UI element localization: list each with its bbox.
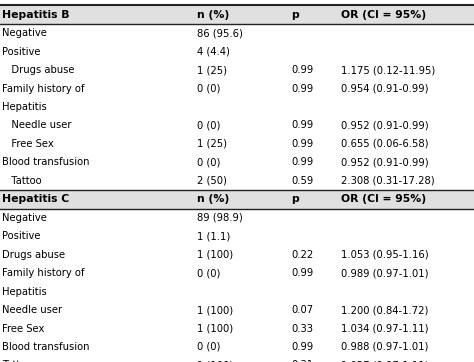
Text: 0 (0): 0 (0): [197, 121, 220, 130]
Text: 0.989 (0.97-1.01): 0.989 (0.97-1.01): [341, 268, 429, 278]
Text: 1 (100): 1 (100): [197, 324, 233, 333]
Text: Drugs abuse: Drugs abuse: [2, 65, 75, 75]
Text: 2.308 (0.31-17.28): 2.308 (0.31-17.28): [341, 176, 435, 186]
Text: 0.99: 0.99: [292, 268, 314, 278]
Text: Blood transfusion: Blood transfusion: [2, 157, 90, 167]
Text: 0 (0): 0 (0): [197, 157, 220, 167]
Bar: [0, 5, 474, 24]
Text: 1 (1.1): 1 (1.1): [197, 231, 230, 241]
Text: 0.99: 0.99: [292, 157, 314, 167]
Text: Free Sex: Free Sex: [2, 324, 45, 333]
Text: 0.22: 0.22: [292, 250, 314, 260]
Text: 0.99: 0.99: [292, 84, 314, 93]
Text: n (%): n (%): [197, 10, 229, 20]
Text: 0.99: 0.99: [292, 139, 314, 149]
Text: Positive: Positive: [2, 231, 41, 241]
Text: 1.200 (0.84-1.72): 1.200 (0.84-1.72): [341, 305, 428, 315]
Text: p: p: [292, 10, 299, 20]
Text: 0.952 (0.91-0.99): 0.952 (0.91-0.99): [341, 157, 429, 167]
Text: Positive: Positive: [2, 47, 41, 56]
Text: 0.33: 0.33: [292, 324, 313, 333]
Text: OR (Cl = 95%): OR (Cl = 95%): [341, 10, 427, 20]
Bar: [0, 190, 474, 209]
Text: Family history of: Family history of: [2, 268, 85, 278]
Text: 0.99: 0.99: [292, 121, 314, 130]
Text: Hepatitis B: Hepatitis B: [2, 10, 70, 20]
Text: 0.31: 0.31: [292, 361, 314, 362]
Text: 1 (100): 1 (100): [197, 305, 233, 315]
Text: 1.034 (0.97-1.11): 1.034 (0.97-1.11): [341, 324, 429, 333]
Text: 1.037 (0.97-1.11): 1.037 (0.97-1.11): [341, 361, 429, 362]
Text: Needle user: Needle user: [2, 305, 63, 315]
Text: Free Sex: Free Sex: [2, 139, 54, 149]
Text: n (%): n (%): [197, 194, 229, 204]
Text: 0.07: 0.07: [292, 305, 314, 315]
Text: Needle user: Needle user: [2, 121, 72, 130]
Text: 89 (98.9): 89 (98.9): [197, 213, 243, 223]
Text: Hepatitis: Hepatitis: [2, 287, 47, 296]
Text: 0.988 (0.97-1.01): 0.988 (0.97-1.01): [341, 342, 428, 352]
Text: 1 (100): 1 (100): [197, 361, 233, 362]
Text: Blood transfusion: Blood transfusion: [2, 342, 90, 352]
Text: 0 (0): 0 (0): [197, 268, 220, 278]
Text: Hepatitis: Hepatitis: [2, 102, 47, 112]
Text: 1.053 (0.95-1.16): 1.053 (0.95-1.16): [341, 250, 429, 260]
Text: 0.99: 0.99: [292, 65, 314, 75]
Text: 1 (25): 1 (25): [197, 65, 227, 75]
Text: 86 (95.6): 86 (95.6): [197, 28, 243, 38]
Text: Family history of: Family history of: [2, 84, 85, 93]
Text: OR (Cl = 95%): OR (Cl = 95%): [341, 194, 427, 204]
Text: Negative: Negative: [2, 28, 47, 38]
Text: Tattoo: Tattoo: [2, 176, 42, 186]
Text: 0.954 (0.91-0.99): 0.954 (0.91-0.99): [341, 84, 429, 93]
Text: 0 (0): 0 (0): [197, 84, 220, 93]
Text: p: p: [292, 194, 299, 204]
Text: 0.99: 0.99: [292, 342, 314, 352]
Text: 0.655 (0.06-6.58): 0.655 (0.06-6.58): [341, 139, 429, 149]
Text: 1 (25): 1 (25): [197, 139, 227, 149]
Text: Negative: Negative: [2, 213, 47, 223]
Text: 1.175 (0.12-11.95): 1.175 (0.12-11.95): [341, 65, 436, 75]
Text: 0.59: 0.59: [292, 176, 314, 186]
Text: Tattoo: Tattoo: [2, 361, 33, 362]
Text: 0 (0): 0 (0): [197, 342, 220, 352]
Text: Drugs abuse: Drugs abuse: [2, 250, 65, 260]
Text: 0.952 (0.91-0.99): 0.952 (0.91-0.99): [341, 121, 429, 130]
Text: 2 (50): 2 (50): [197, 176, 227, 186]
Text: Hepatitis C: Hepatitis C: [2, 194, 70, 204]
Text: 1 (100): 1 (100): [197, 250, 233, 260]
Text: 4 (4.4): 4 (4.4): [197, 47, 229, 56]
